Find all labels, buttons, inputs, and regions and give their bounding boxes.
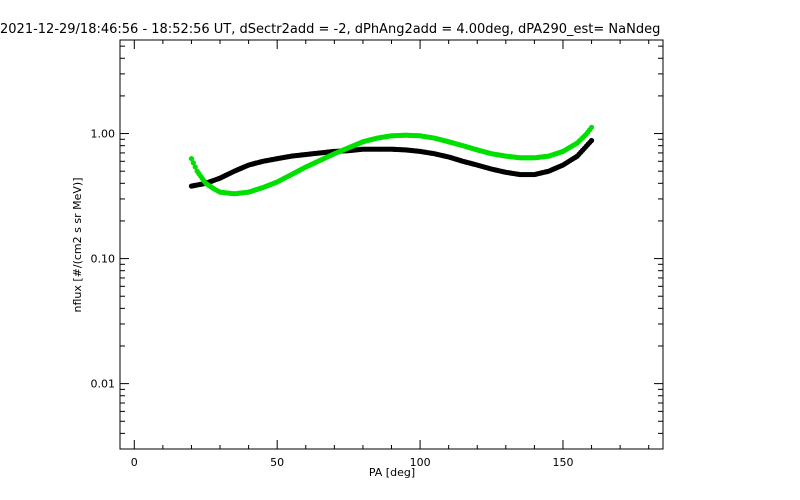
y-tick-label: 0.01 bbox=[91, 378, 116, 391]
y-tick-label: 0.10 bbox=[91, 253, 116, 266]
plot-frame bbox=[119, 39, 664, 450]
x-tick-label: 150 bbox=[552, 456, 573, 469]
interp-point bbox=[587, 127, 593, 133]
interp-point bbox=[587, 139, 593, 146]
y-axis-label: nflux [#/(cm2 s sr MeV)] bbox=[71, 178, 84, 313]
interp-point bbox=[372, 146, 379, 152]
y-tick-label: 1.00 bbox=[91, 128, 116, 141]
x-tick-label: 50 bbox=[270, 456, 284, 469]
series-0 bbox=[188, 137, 595, 189]
x-tick-label: 100 bbox=[410, 456, 431, 469]
interp-point bbox=[401, 132, 407, 138]
series-1 bbox=[188, 124, 595, 197]
data-series bbox=[188, 124, 595, 197]
x-axis-ticks: 0 50 100 150 bbox=[131, 40, 650, 469]
data-point bbox=[188, 156, 195, 162]
interp-point bbox=[581, 133, 587, 139]
interp-point bbox=[572, 154, 579, 160]
interp-point bbox=[201, 178, 207, 184]
x-axis-label: PA [deg] bbox=[369, 466, 415, 479]
interp-point bbox=[190, 160, 196, 166]
x-tick-label: 0 bbox=[131, 456, 138, 469]
interp-point bbox=[229, 190, 236, 197]
y-axis-ticks: 0.01 0.10 1.00 bbox=[91, 45, 663, 450]
chart-title: 2021-12-29/18:46:56 - 18:52:56 UT, dSect… bbox=[0, 22, 660, 37]
interp-point bbox=[572, 141, 579, 147]
interp-point bbox=[192, 164, 198, 170]
